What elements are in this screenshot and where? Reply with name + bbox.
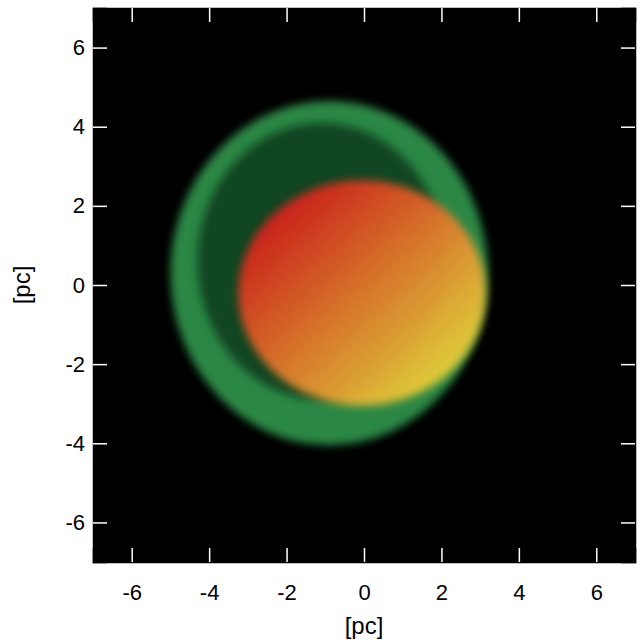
tick-label: 4 xyxy=(73,114,85,139)
shape xyxy=(170,101,487,445)
tick-mark xyxy=(209,8,211,22)
tick xyxy=(132,8,133,22)
tick xyxy=(621,206,635,207)
tick-mark xyxy=(621,364,635,366)
tick-mark xyxy=(621,443,635,445)
tick xyxy=(621,127,635,128)
tick-mark xyxy=(596,548,598,562)
tick-label: 6 xyxy=(591,580,603,605)
tick xyxy=(519,8,520,22)
tick-mark xyxy=(286,548,288,562)
tick-mark xyxy=(596,8,598,22)
tick-mark xyxy=(93,364,107,366)
x-axis-title: [pc] xyxy=(345,612,384,639)
marks xyxy=(170,101,487,445)
tick-mark xyxy=(621,285,635,287)
tick-mark xyxy=(93,47,107,49)
tick-mark xyxy=(93,522,107,524)
tick xyxy=(621,285,635,286)
tick: 6 xyxy=(591,548,603,605)
tick: -2 xyxy=(277,548,297,605)
tick-label: 2 xyxy=(436,580,448,605)
tick-label: 6 xyxy=(73,35,85,60)
tick: -4 xyxy=(200,548,220,605)
tick-mark xyxy=(93,443,107,445)
tick: 4 xyxy=(513,548,525,605)
tick: 4 xyxy=(73,114,107,139)
tick xyxy=(287,8,288,22)
tick-mark xyxy=(441,8,443,22)
tick-mark xyxy=(93,126,107,128)
shape xyxy=(238,180,486,406)
tick-mark xyxy=(364,8,366,22)
tick-label: 0 xyxy=(358,580,370,605)
tick-mark xyxy=(441,548,443,562)
tick-mark xyxy=(131,548,133,562)
y-axis: -6 -4 -2 0 2 4 6 xyxy=(65,9,107,563)
tick-label: -2 xyxy=(277,580,297,605)
axis-line xyxy=(94,9,636,23)
tick-mark xyxy=(93,285,107,287)
tick: 2 xyxy=(73,193,107,218)
axis-line xyxy=(94,548,636,563)
tick-label: -2 xyxy=(65,352,85,377)
x-axis: -6 -4 -2 0 2 4 6 xyxy=(94,548,636,605)
tick-label: 4 xyxy=(513,580,525,605)
tick xyxy=(621,364,635,365)
plot: -6 -4 -2 0 2 4 6 -6 -4 -2 0 2 4 6 xyxy=(65,8,635,605)
tick-mark xyxy=(93,206,107,208)
tick-label: 0 xyxy=(73,273,85,298)
tick-mark xyxy=(364,548,366,562)
x-axis-top xyxy=(94,8,636,22)
tick: 6 xyxy=(73,35,107,60)
tick xyxy=(621,443,635,444)
tick: -6 xyxy=(65,510,107,535)
y-axis-title: [pc] xyxy=(8,266,35,305)
tick-mark xyxy=(621,522,635,524)
tick-mark xyxy=(286,8,288,22)
tick: -2 xyxy=(65,352,107,377)
tick-label: -4 xyxy=(200,580,220,605)
plot-background xyxy=(93,8,635,562)
tick: -4 xyxy=(65,431,107,456)
tick-label: -6 xyxy=(122,580,142,605)
tick xyxy=(441,8,442,22)
tick xyxy=(621,522,635,523)
tick: -6 xyxy=(122,548,142,605)
axis-line xyxy=(94,9,108,563)
tick-mark xyxy=(519,8,521,22)
axis-line xyxy=(621,9,636,563)
tick-label: -4 xyxy=(65,431,85,456)
tick xyxy=(209,8,210,22)
tick: 2 xyxy=(436,548,448,605)
tick-mark xyxy=(621,206,635,208)
y-axis-right xyxy=(621,9,636,563)
tick-mark xyxy=(621,126,635,128)
tick-mark xyxy=(209,548,211,562)
tick xyxy=(621,48,635,49)
tick-label: 2 xyxy=(73,193,85,218)
chart: -6 -4 -2 0 2 4 6 -6 -4 -2 0 2 4 6 [pc] [pc] xyxy=(0,0,641,644)
tick-mark xyxy=(131,8,133,22)
tick-mark xyxy=(519,548,521,562)
tick-label: -6 xyxy=(65,510,85,535)
tick xyxy=(364,8,365,22)
tick: 0 xyxy=(73,273,107,298)
tick: 0 xyxy=(358,548,370,605)
tick-mark xyxy=(621,47,635,49)
tick xyxy=(596,8,597,22)
